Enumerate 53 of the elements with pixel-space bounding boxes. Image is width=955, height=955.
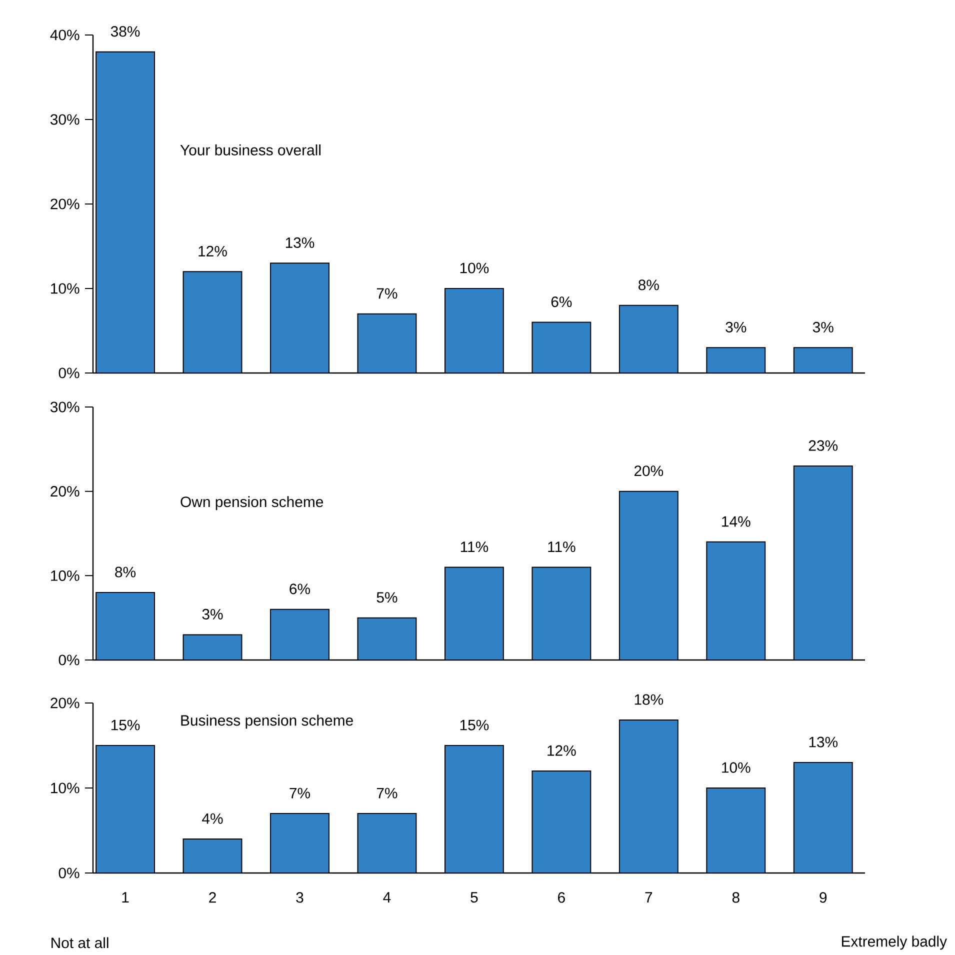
data-label: 18%: [634, 694, 664, 705]
text: Extremely badly: [842, 936, 948, 950]
x-tick-label: 4: [383, 892, 391, 902]
data-label: 3%: [202, 608, 223, 620]
data-label: 20%: [634, 466, 664, 476]
y-tick-label: 10%: [51, 283, 80, 294]
data-label: 10%: [722, 762, 750, 773]
x-tick-label: 7: [645, 892, 652, 902]
y-tick-label: 30%: [50, 114, 80, 125]
y-tick-label: 0%: [58, 868, 80, 878]
data-label: 4%: [202, 813, 223, 824]
y-tick-label: 20%: [50, 486, 80, 497]
text: Business pension scheme: [181, 714, 353, 729]
text: Own pension scheme: [180, 496, 324, 510]
y-tick-label: 0%: [58, 654, 80, 666]
data-label: 7%: [290, 788, 310, 798]
x-tick-label: 3: [296, 892, 304, 903]
x-tick-label: 6: [558, 892, 565, 903]
x-tick-label: 1: [122, 892, 129, 902]
y-tick-label: 40%: [50, 30, 80, 40]
data-label: 8%: [638, 280, 659, 290]
y-tick-label: 30%: [50, 402, 80, 412]
data-label: 14%: [722, 516, 750, 527]
data-label: 23%: [808, 440, 838, 451]
y-tick-label: 10%: [51, 782, 80, 794]
data-label: 12%: [548, 745, 576, 756]
data-label: 3%: [726, 322, 746, 332]
data-label: 12%: [198, 246, 227, 256]
data-label: 5%: [376, 592, 398, 603]
x-tick-label: 5: [470, 892, 478, 903]
data-label: 7%: [376, 788, 398, 798]
y-tick-label: 10%: [51, 570, 80, 581]
y-tick-label: 20%: [50, 698, 80, 708]
x-tick-label: 9: [820, 892, 827, 903]
data-label: 15%: [111, 720, 140, 730]
data-label: 11%: [460, 542, 488, 552]
x-tick-label: 2: [209, 892, 216, 903]
data-label: 6%: [551, 296, 572, 308]
data-label: 15%: [460, 720, 489, 730]
data-label: 8%: [115, 566, 136, 578]
data-label: 6%: [290, 584, 310, 594]
y-tick-label: 0%: [58, 368, 80, 378]
data-label: 11%: [548, 542, 576, 552]
text: Your business overall: [180, 144, 320, 156]
data-label: 13%: [809, 736, 838, 748]
y-tick-label: 20%: [50, 198, 80, 210]
x-tick-label: 8: [732, 892, 740, 903]
data-label: 3%: [812, 322, 834, 332]
data-label: 38%: [110, 26, 140, 37]
data-label: 10%: [460, 262, 489, 274]
text: Not at all: [52, 937, 108, 948]
data-label: 13%: [286, 237, 314, 248]
data-label: 7%: [376, 288, 398, 299]
